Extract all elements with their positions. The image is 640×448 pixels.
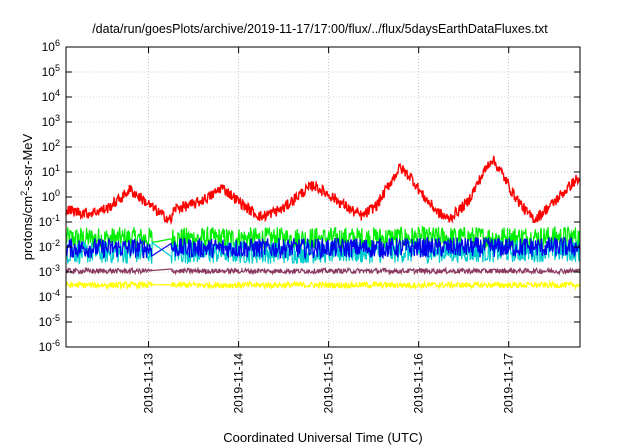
y-ticks: 10-6 10-5 10-4 10-3 10-2 10-1 100 101 102 103 104 1… <box>39 38 580 354</box>
y-tick-label: 101 <box>42 163 60 179</box>
x-tick-label: 2019-11-17 <box>502 353 516 414</box>
y-tick-label: 10-6 <box>39 338 60 354</box>
x-axis-label: Coordinated Universal Time (UTC) <box>223 430 423 445</box>
x-tick-label: 2019-11-15 <box>322 353 336 414</box>
y-tick-label: 104 <box>42 88 60 104</box>
y-tick-label: 10-2 <box>39 238 60 254</box>
series-line-5 <box>65 266 581 276</box>
x-tick-label: 2019-11-13 <box>142 353 156 414</box>
y-tick-label: 102 <box>42 138 60 154</box>
chart-title: /data/run/goesPlots/archive/2019-11-17/1… <box>92 22 548 36</box>
y-tick-label: 106 <box>42 38 60 54</box>
y-tick-label: 103 <box>42 113 60 129</box>
x-ticks: 2019-11-13 2019-11-14 2019-11-15 2019-11-16… <box>142 47 516 414</box>
y-tick-label: 100 <box>42 188 60 204</box>
series-line-3 <box>65 236 581 260</box>
y-tick-label: 10-5 <box>39 313 60 329</box>
y-tick-label: 10-4 <box>39 288 60 304</box>
x-tick-label: 2019-11-16 <box>412 353 426 414</box>
y-tick-label: 10-1 <box>39 213 60 229</box>
x-tick-label: 2019-11-14 <box>232 353 246 414</box>
y-tick-label: 10-3 <box>39 263 60 279</box>
y-tick-label: 105 <box>42 63 60 79</box>
series-line-2 <box>65 239 581 265</box>
series-line-0 <box>65 155 581 226</box>
series-line-4 <box>65 279 581 291</box>
